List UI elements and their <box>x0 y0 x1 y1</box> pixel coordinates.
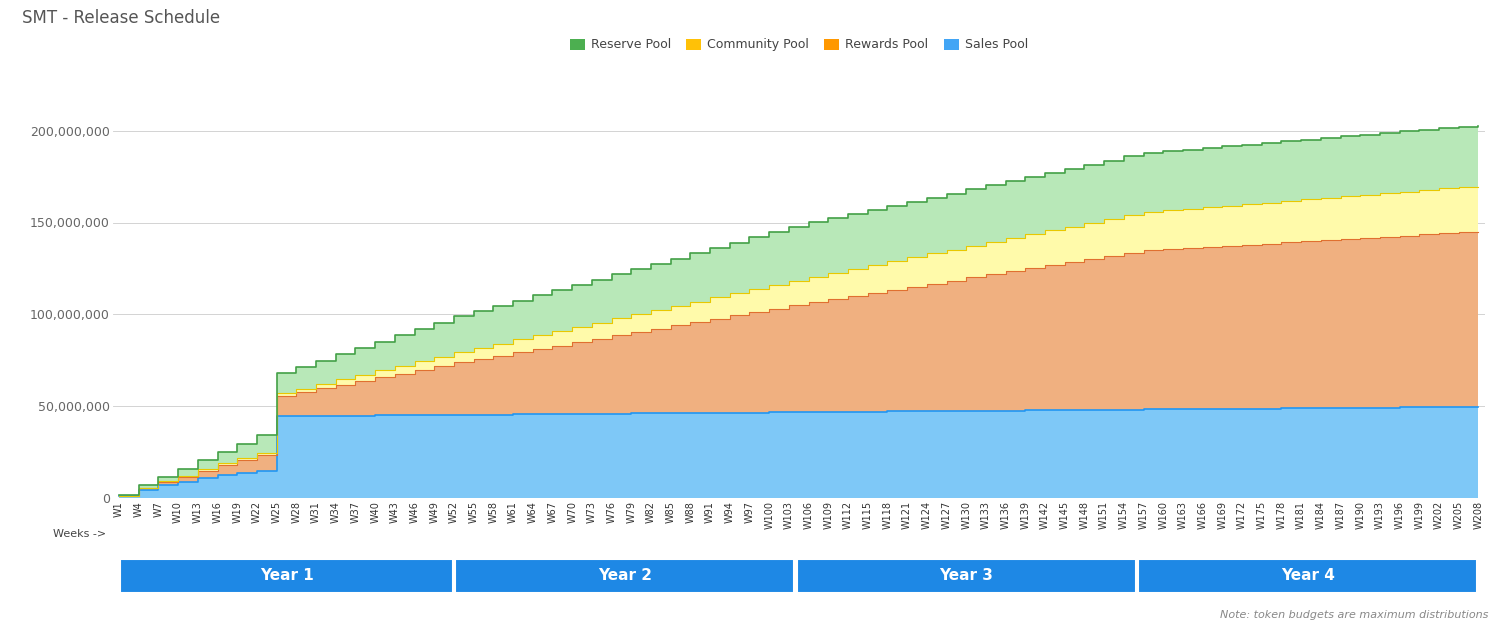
Text: Weeks ->: Weeks -> <box>53 530 105 540</box>
FancyBboxPatch shape <box>796 559 1136 593</box>
Text: SMT - Release Schedule: SMT - Release Schedule <box>22 9 220 27</box>
Text: Year 1: Year 1 <box>260 568 314 583</box>
Text: Year 3: Year 3 <box>939 568 993 583</box>
Text: Note: token budgets are maximum distributions: Note: token budgets are maximum distribu… <box>1220 610 1488 620</box>
FancyBboxPatch shape <box>456 559 794 593</box>
Legend: Reserve Pool, Community Pool, Rewards Pool, Sales Pool: Reserve Pool, Community Pool, Rewards Po… <box>564 34 1034 57</box>
Text: Year 4: Year 4 <box>1281 568 1335 583</box>
FancyBboxPatch shape <box>120 559 453 593</box>
Text: Year 2: Year 2 <box>597 568 651 583</box>
FancyBboxPatch shape <box>1138 559 1478 593</box>
